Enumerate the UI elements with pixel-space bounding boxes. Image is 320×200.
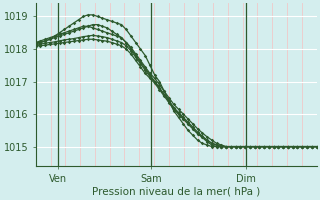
X-axis label: Pression niveau de la mer( hPa ): Pression niveau de la mer( hPa ): [92, 187, 260, 197]
